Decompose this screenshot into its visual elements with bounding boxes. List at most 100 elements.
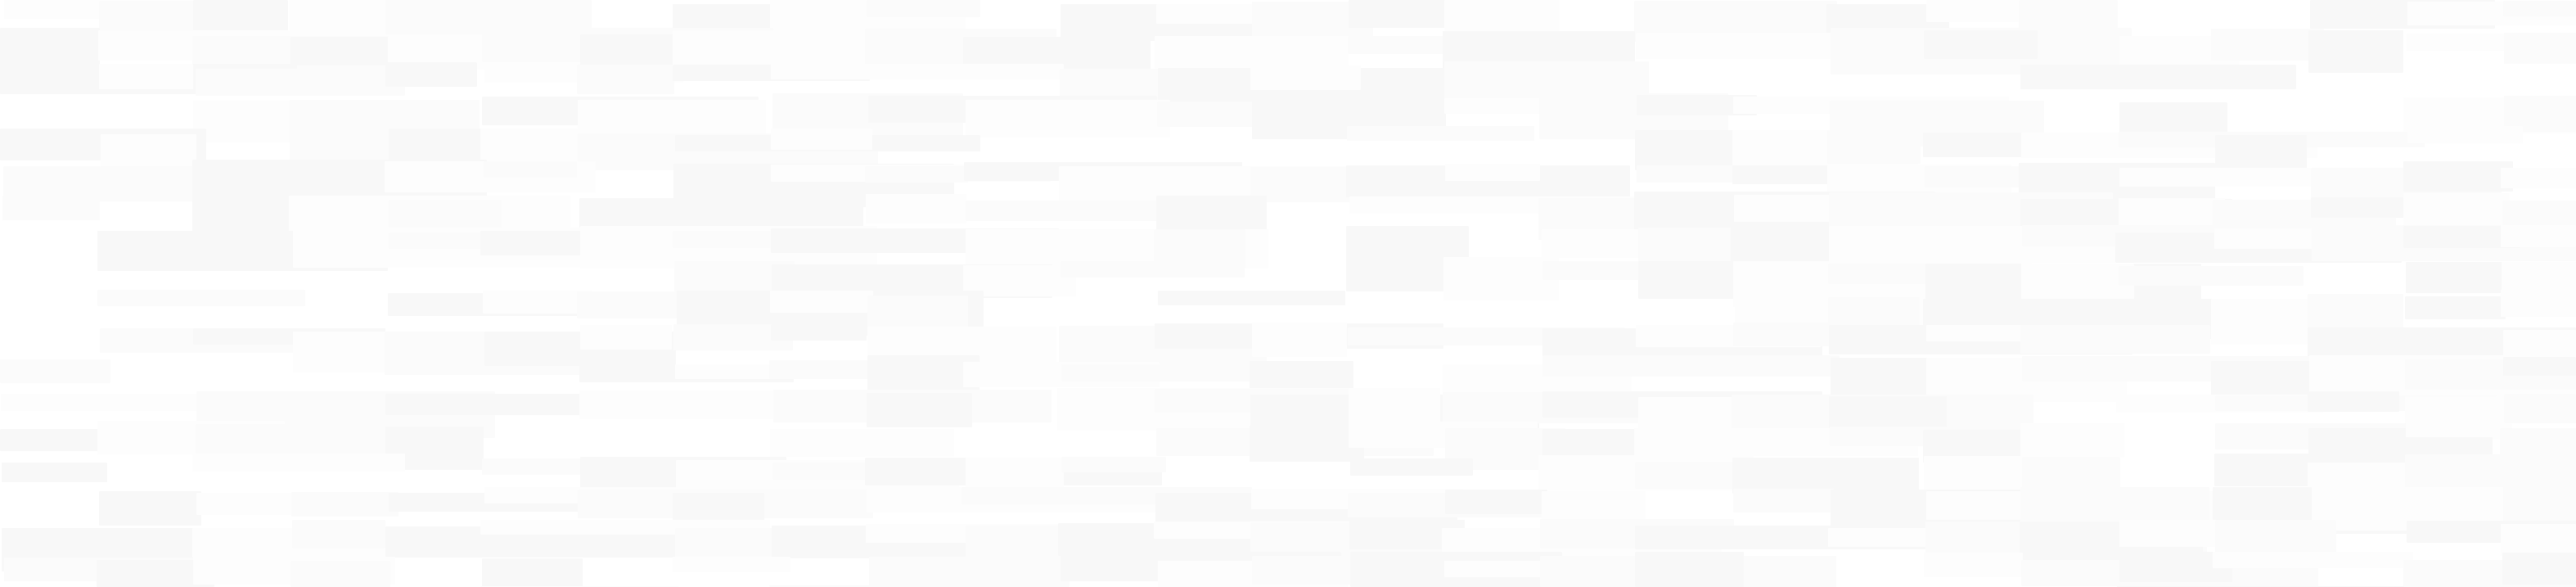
pattern-block	[1827, 130, 1921, 164]
pattern-block	[2211, 29, 2324, 61]
pattern-block	[2407, 126, 2523, 143]
pattern-block	[1350, 458, 1473, 476]
pattern-block	[0, 359, 110, 383]
pattern-block	[769, 585, 892, 587]
pattern-block	[2020, 325, 2210, 354]
pattern-block	[196, 69, 405, 96]
pattern-block	[97, 290, 305, 306]
pattern-block	[291, 492, 399, 517]
pattern-block	[482, 558, 583, 587]
pattern-block	[1157, 102, 1257, 127]
pattern-block	[770, 429, 954, 457]
pattern-block	[2020, 65, 2296, 89]
pattern-block	[1445, 490, 1547, 514]
pattern-block	[1156, 4, 1258, 24]
pattern-block	[99, 64, 193, 89]
pattern-block	[101, 134, 196, 169]
pattern-block	[2504, 96, 2576, 132]
pattern-block	[2503, 330, 2576, 360]
pattern-block	[385, 394, 592, 415]
pattern-block	[2119, 102, 2227, 135]
pattern-block	[2501, 168, 2576, 188]
pattern-block	[2504, 33, 2576, 64]
pattern-block	[2407, 34, 2515, 51]
pattern-block	[2503, 486, 2576, 526]
pattern-block	[866, 194, 966, 224]
pattern-block	[2406, 422, 2500, 437]
pattern-block	[2504, 394, 2576, 423]
pattern-block	[1733, 489, 1834, 512]
pattern-block	[865, 166, 968, 183]
pattern-block	[2213, 552, 2413, 568]
pattern-block	[2308, 30, 2403, 73]
pattern-block	[577, 291, 695, 318]
pattern-block	[484, 161, 577, 178]
pattern-block	[579, 198, 863, 228]
pattern-block	[1734, 195, 1831, 222]
pattern-block	[1443, 257, 1559, 300]
pattern-block	[2503, 357, 2576, 376]
pattern-block	[1346, 257, 1461, 291]
pattern-block	[577, 65, 674, 94]
pattern-block	[867, 393, 972, 427]
pattern-block	[2501, 225, 2576, 247]
pattern-block	[1250, 361, 1353, 391]
pattern-block	[1638, 397, 1742, 432]
pattern-block	[2, 196, 100, 220]
pattern-block	[290, 561, 390, 587]
pattern-block	[1733, 323, 1831, 346]
pattern-block	[1732, 458, 1919, 494]
pattern-block	[1635, 130, 1745, 170]
pattern-block	[1444, 98, 1555, 114]
pattern-block	[1250, 65, 1361, 90]
pattern-block	[673, 557, 790, 572]
pattern-block	[966, 100, 1170, 138]
pattern-block	[483, 291, 592, 314]
pattern-block	[2214, 454, 2317, 486]
pattern-block	[1061, 261, 1245, 278]
pattern-block	[292, 520, 385, 549]
pattern-block	[99, 491, 201, 526]
pattern-block	[867, 296, 968, 332]
pattern-block	[771, 64, 1064, 79]
pattern-block	[771, 129, 872, 150]
pattern-block	[770, 291, 873, 313]
pattern-block	[1635, 552, 1744, 587]
pattern-block	[1924, 553, 2023, 577]
pattern-block	[1061, 457, 1166, 472]
pattern-block	[1445, 164, 1540, 181]
pattern-block	[1250, 426, 1364, 462]
pattern-block	[867, 355, 980, 395]
pattern-block	[2215, 135, 2307, 174]
pattern-block	[1158, 291, 1345, 305]
pattern-block	[2020, 423, 2124, 458]
pattern-block	[2, 463, 107, 482]
pattern-block	[385, 62, 477, 87]
pattern-block	[2503, 1, 2576, 16]
pattern-block	[2501, 524, 2576, 556]
pattern-block	[1542, 261, 1651, 280]
pattern-block	[1349, 388, 1440, 428]
pattern-block	[1346, 226, 1469, 261]
pattern-block	[1347, 126, 1534, 141]
pattern-block	[2405, 296, 2506, 319]
pattern-block	[1542, 491, 1646, 523]
pattern-block	[580, 325, 672, 350]
pattern-block	[1542, 355, 1840, 377]
pattern-block	[869, 557, 1070, 587]
pattern-block	[966, 201, 1164, 221]
pattern-block	[3, 166, 202, 201]
pattern-block	[1924, 30, 2038, 59]
pattern-block	[2501, 290, 2576, 317]
pattern-block	[2308, 391, 2399, 412]
pattern-block	[771, 324, 867, 341]
pattern-block	[389, 233, 503, 249]
pattern-block	[867, 0, 980, 17]
pattern-block	[1638, 261, 1743, 299]
pattern-block	[2403, 161, 2513, 192]
pattern-block	[192, 454, 405, 472]
pattern-block	[2119, 266, 2304, 286]
pattern-block	[673, 30, 886, 65]
pattern-block	[1635, 462, 1734, 489]
